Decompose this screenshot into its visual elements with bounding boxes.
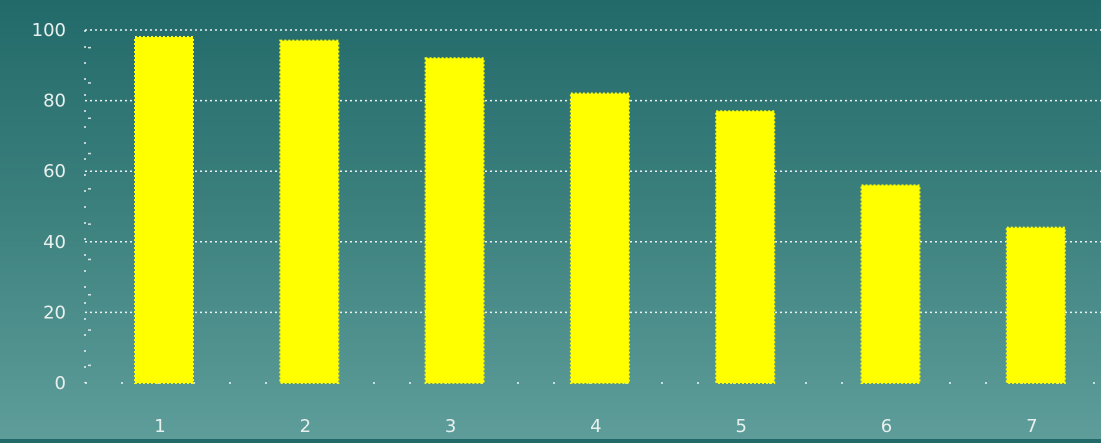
y-tick-label: 0 (55, 373, 66, 394)
y-tick-label: 20 (43, 302, 66, 323)
x-tick-label: 4 (590, 416, 601, 437)
x-tick-label: 2 (300, 416, 311, 437)
y-tick-label: 80 (43, 91, 66, 112)
bar-5 (715, 110, 776, 384)
y-tick-label: 100 (32, 20, 66, 41)
bar-4 (569, 92, 630, 384)
bar-2 (279, 39, 340, 385)
x-tick-label: 1 (154, 416, 165, 437)
x-tick-label: 5 (735, 416, 746, 437)
bar-7 (1005, 226, 1066, 384)
x-tick-label: 7 (1026, 416, 1037, 437)
x-tick-label: 6 (881, 416, 892, 437)
x-tick-label: 3 (445, 416, 456, 437)
bar-3 (424, 57, 485, 385)
y-tick-label: 60 (43, 161, 66, 182)
y-tick-label: 40 (43, 232, 66, 253)
bar-1 (134, 36, 194, 385)
bar-6 (860, 184, 921, 384)
